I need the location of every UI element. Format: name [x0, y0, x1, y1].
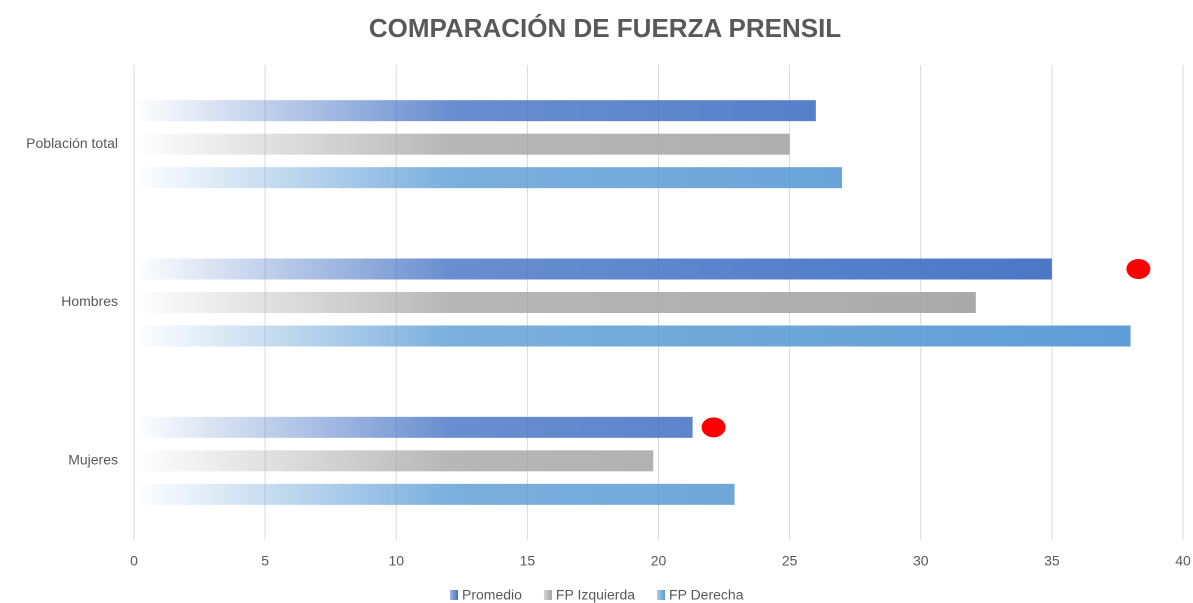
- bar: [134, 416, 693, 438]
- legend-swatch: [543, 590, 552, 600]
- x-tick-label: 20: [651, 553, 667, 569]
- x-tick-label: 40: [1175, 553, 1191, 569]
- y-tick-label: Hombres: [61, 293, 118, 309]
- legend-label: FP Derecha: [669, 587, 744, 603]
- marker: [701, 417, 726, 438]
- x-tick-label: 15: [520, 553, 536, 569]
- y-tick-label: Población total: [26, 135, 118, 151]
- legend-label: FP Izquierda: [556, 587, 635, 603]
- x-tick-label: 0: [130, 553, 138, 569]
- y-tick-label: Mujeres: [68, 452, 118, 468]
- bar: [134, 100, 816, 122]
- bar: [134, 450, 654, 472]
- x-tick-label: 35: [1044, 553, 1060, 569]
- legend-swatch: [657, 590, 666, 600]
- x-tick-label: 25: [782, 553, 798, 569]
- bar: [134, 483, 735, 505]
- marker: [1126, 259, 1151, 279]
- bar: [134, 292, 976, 313]
- legend-label: Promedio: [462, 587, 522, 603]
- legend-swatch: [450, 590, 458, 600]
- bar: [134, 325, 1131, 347]
- chart-title: COMPARACIÓN DE FUERZA PRENSIL: [369, 13, 841, 43]
- x-tick-label: 10: [388, 553, 404, 569]
- bar: [134, 133, 790, 155]
- bar: [134, 167, 843, 189]
- bar: [134, 258, 1052, 280]
- x-tick-label: 5: [261, 553, 269, 569]
- x-tick-label: 30: [913, 553, 929, 569]
